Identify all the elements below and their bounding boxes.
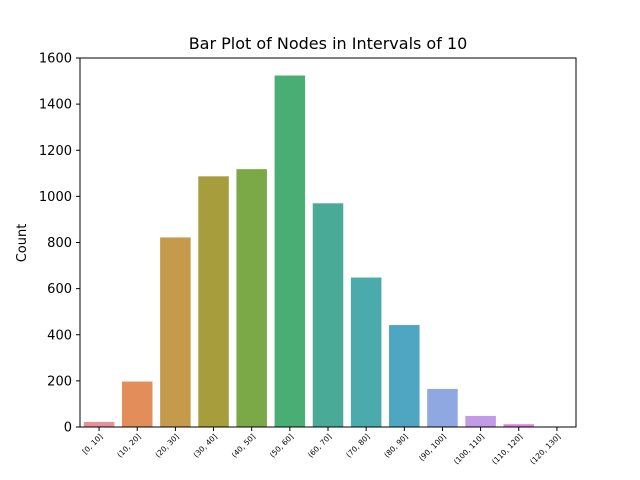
- x-tick-label: (10, 20]: [115, 432, 142, 459]
- bar-7: [350, 277, 382, 427]
- plot-frame: [79, 57, 577, 428]
- y-tick-label: 1600: [39, 52, 72, 67]
- x-tick-label: (100, 110]: [452, 432, 486, 466]
- x-axis: [0, 10] (10, 20] (20, 30] (30, 40] (40, 50] (…: [80, 427, 562, 466]
- bar-8: [389, 325, 420, 427]
- y-tick-label: 200: [47, 374, 72, 389]
- x-tick-label: (60, 70]: [306, 432, 333, 459]
- bar-5: [274, 75, 306, 427]
- x-tick-label: (110, 120]: [490, 432, 524, 466]
- bar-2: [160, 237, 191, 427]
- bar-4: [236, 169, 267, 427]
- bar-9: [427, 388, 458, 427]
- y-tick-label: 400: [47, 328, 72, 343]
- y-tick-label: 0: [64, 421, 72, 436]
- bar-11: [503, 424, 535, 427]
- bar-6: [312, 203, 344, 427]
- bar-3: [198, 176, 229, 427]
- y-tick-label: 1000: [39, 190, 72, 205]
- y-tick-label: 600: [47, 282, 72, 297]
- y-axis-label: Count: [15, 224, 30, 263]
- x-tick-label: (30, 40]: [192, 432, 219, 459]
- y-tick-label: 1400: [39, 98, 72, 113]
- y-tick-label: 1200: [39, 144, 72, 159]
- y-tick-label: 800: [47, 236, 72, 251]
- x-tick-label: (20, 30]: [153, 432, 180, 459]
- y-axis: 0 200 400 600 800 1000 1200 1400 1600: [39, 52, 80, 436]
- bar-0: [83, 421, 115, 427]
- x-tick-label: [0, 10]: [80, 432, 104, 456]
- x-tick-label: (80, 90]: [382, 432, 409, 459]
- x-tick-label: (40, 50]: [230, 432, 257, 459]
- x-tick-label: (70, 80]: [344, 432, 371, 459]
- bar-1: [121, 381, 153, 427]
- bars-group: [83, 75, 573, 427]
- bar-10: [465, 415, 496, 427]
- x-tick-label: (90, 100]: [417, 432, 448, 463]
- chart-title: Bar Plot of Nodes in Intervals of 10: [189, 34, 468, 53]
- x-tick-label: (120, 130]: [528, 432, 562, 466]
- x-tick-label: (50, 60]: [268, 432, 295, 459]
